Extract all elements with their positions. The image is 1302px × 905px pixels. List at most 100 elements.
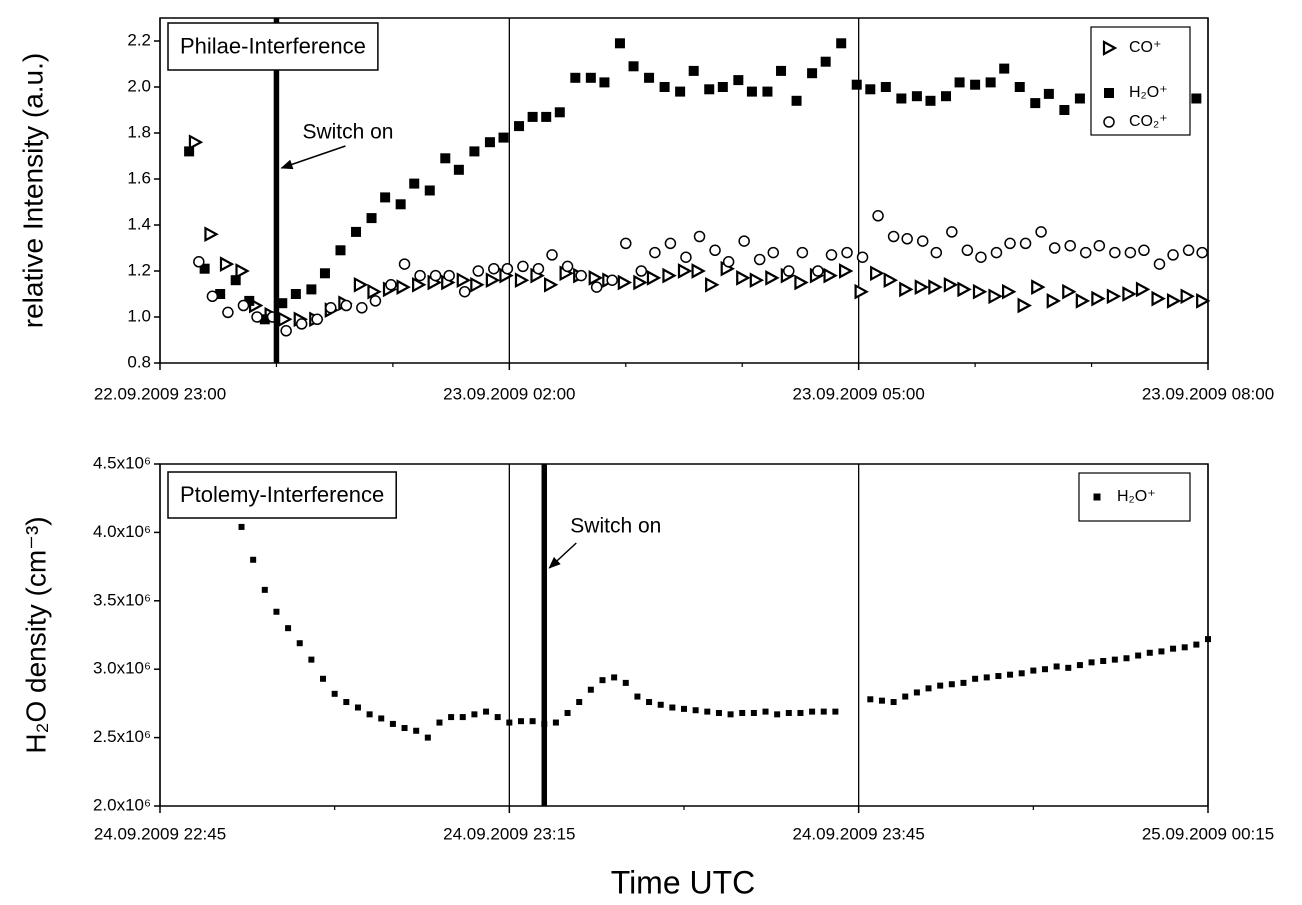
- marker-square: [471, 711, 478, 718]
- marker-triangle: [957, 281, 972, 298]
- marker-square: [541, 111, 552, 122]
- marker-triangle: [883, 272, 899, 289]
- marker-circle: [680, 251, 692, 263]
- marker-square: [851, 79, 862, 90]
- marker-square: [820, 708, 827, 715]
- marker-square: [306, 284, 317, 295]
- marker-circle: [825, 249, 838, 261]
- marker-square: [1191, 93, 1202, 104]
- legend-marker: [1102, 40, 1118, 56]
- marker-circle: [841, 246, 853, 259]
- marker-circle: [1138, 244, 1150, 257]
- marker-square: [820, 56, 831, 67]
- marker-square: [440, 153, 451, 164]
- marker-circle: [738, 235, 750, 247]
- switch-on-label: Switch on: [570, 515, 661, 538]
- marker-square: [715, 709, 722, 716]
- marker-circle: [693, 230, 706, 243]
- marker-square: [320, 675, 327, 682]
- marker-triangle: [1062, 283, 1077, 300]
- marker-square: [261, 586, 268, 593]
- marker-square: [622, 679, 629, 686]
- y-tick-label: 0.8: [127, 352, 151, 371]
- marker-square: [937, 682, 944, 689]
- marker-triangle: [278, 311, 293, 328]
- marker-square: [807, 68, 818, 79]
- marker-circle: [990, 246, 1003, 259]
- marker-circle: [517, 260, 529, 273]
- marker-square: [585, 72, 596, 83]
- marker-square: [750, 709, 757, 716]
- marker-square: [925, 95, 936, 106]
- marker-square: [599, 77, 610, 88]
- marker-circle: [887, 230, 900, 243]
- marker-square: [570, 72, 581, 83]
- marker-circle: [222, 306, 234, 319]
- marker-square: [343, 699, 350, 706]
- marker-square: [498, 132, 509, 143]
- x-tick-label: 23.09.2009 08:00: [1142, 384, 1274, 403]
- marker-triangle: [749, 272, 765, 289]
- y-tick-label: 4.0x10⁶: [93, 522, 151, 541]
- marker-circle: [1079, 246, 1092, 259]
- marker-triangle: [914, 279, 930, 295]
- marker-circle: [961, 244, 974, 257]
- legend-marker: [1093, 493, 1101, 501]
- marker-square: [351, 226, 362, 237]
- marker-circle: [356, 302, 368, 314]
- marker-circle: [753, 253, 766, 266]
- marker-circle: [767, 246, 780, 259]
- y-tick-label: 2.0x10⁶: [93, 795, 151, 814]
- legend-marker: [1104, 88, 1114, 98]
- legend-marker: [1103, 116, 1115, 128]
- marker-square: [960, 679, 967, 686]
- marker-square: [424, 185, 435, 196]
- marker-square: [669, 704, 676, 711]
- marker-triangle: [1180, 288, 1195, 305]
- marker-square: [925, 685, 932, 692]
- marker-square: [1030, 667, 1037, 674]
- marker-square: [380, 192, 391, 203]
- marker-circle: [975, 251, 987, 263]
- marker-square: [1076, 662, 1083, 669]
- marker-circle: [1124, 246, 1137, 259]
- marker-circle: [251, 311, 263, 323]
- marker-triangle: [633, 274, 648, 291]
- marker-square: [1030, 98, 1041, 109]
- marker-square: [453, 164, 464, 175]
- marker-square: [285, 625, 292, 632]
- marker-triangle: [870, 265, 885, 282]
- marker-triangle: [854, 283, 869, 300]
- marker-circle: [872, 210, 884, 222]
- marker-triangle: [1151, 290, 1166, 307]
- marker-circle: [1019, 237, 1032, 250]
- marker-triangle: [1135, 281, 1151, 298]
- marker-square: [1088, 659, 1095, 666]
- marker-circle: [590, 281, 603, 293]
- marker-triangle: [514, 272, 530, 289]
- marker-circle: [1153, 258, 1166, 270]
- marker-circle: [783, 265, 795, 277]
- marker-square: [1123, 655, 1130, 662]
- marker-circle: [709, 244, 721, 257]
- marker-square: [576, 699, 583, 706]
- marker-square: [335, 245, 346, 256]
- marker-square: [628, 61, 639, 72]
- marker-square: [1053, 663, 1060, 670]
- marker-square: [366, 213, 377, 224]
- marker-square: [1135, 652, 1142, 659]
- marker-circle: [796, 246, 809, 259]
- marker-square: [832, 708, 839, 715]
- x-tick-label: 25.09.2009 00:15: [1142, 824, 1274, 843]
- marker-triangle: [1017, 297, 1032, 314]
- marker-square: [675, 86, 686, 97]
- marker-square: [704, 708, 711, 715]
- marker-square: [483, 708, 490, 715]
- marker-square: [436, 719, 443, 726]
- annotation-box: [167, 471, 397, 519]
- marker-circle: [488, 262, 500, 275]
- marker-triangle: [705, 276, 720, 293]
- marker-square: [413, 727, 420, 734]
- marker-square: [395, 199, 406, 210]
- marker-circle: [1035, 226, 1047, 238]
